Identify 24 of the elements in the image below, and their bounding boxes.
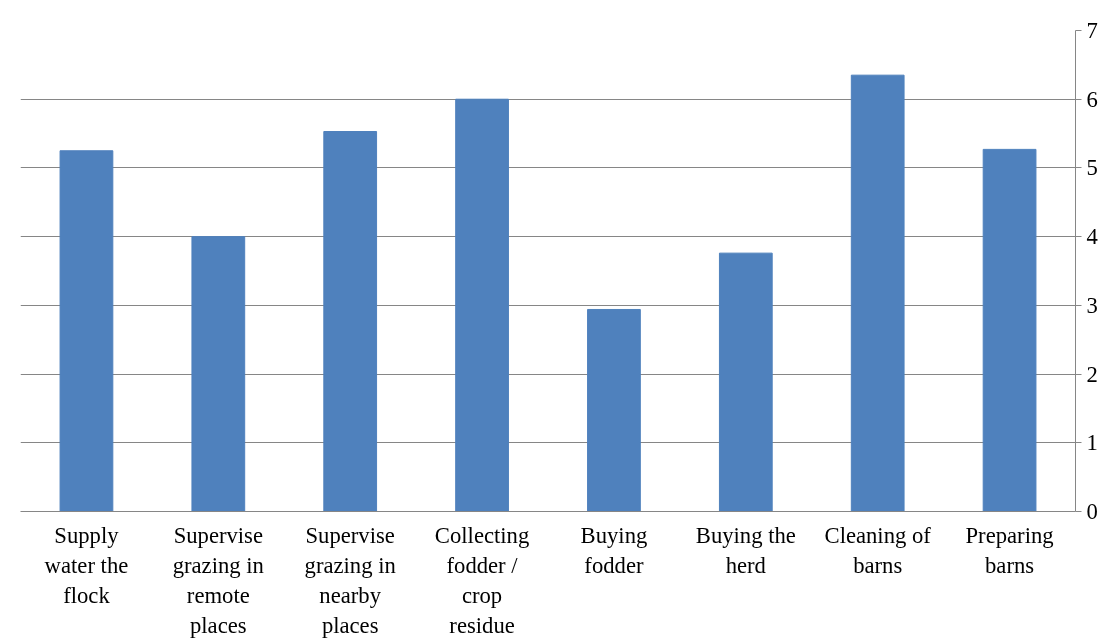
bar (455, 98, 509, 512)
bar (323, 131, 378, 512)
y-tick-label: 6 (1086, 86, 1098, 112)
y-tick-label: 7 (1086, 18, 1098, 43)
y-tick-label: 4 (1086, 224, 1098, 250)
bar (982, 148, 1037, 512)
y-tick-label: 0 (1086, 499, 1098, 524)
x-tick-label: Cleaning of barns (824, 522, 932, 578)
x-tick-label: Preparing barns (965, 522, 1054, 578)
y-tick-label: 5 (1086, 155, 1098, 181)
bar (191, 236, 246, 512)
y-tick-label: 2 (1086, 361, 1098, 387)
bar (850, 74, 905, 512)
x-tick-label: Collecting fodder / crop residue (434, 522, 530, 638)
x-tick-label: Supervise grazing in nearby places (304, 522, 396, 638)
x-tick-label: Supervise grazing in remote places (172, 522, 264, 638)
bar (718, 252, 773, 512)
bar (59, 150, 114, 512)
x-tick-label: Supply water the flock (44, 522, 129, 608)
x-tick-label: Buying fodder (580, 522, 648, 578)
x-tick-label: Buying the herd (695, 522, 796, 578)
bar (587, 308, 641, 512)
y-tick-label: 3 (1086, 292, 1098, 318)
y-tick-label: 1 (1086, 430, 1098, 456)
